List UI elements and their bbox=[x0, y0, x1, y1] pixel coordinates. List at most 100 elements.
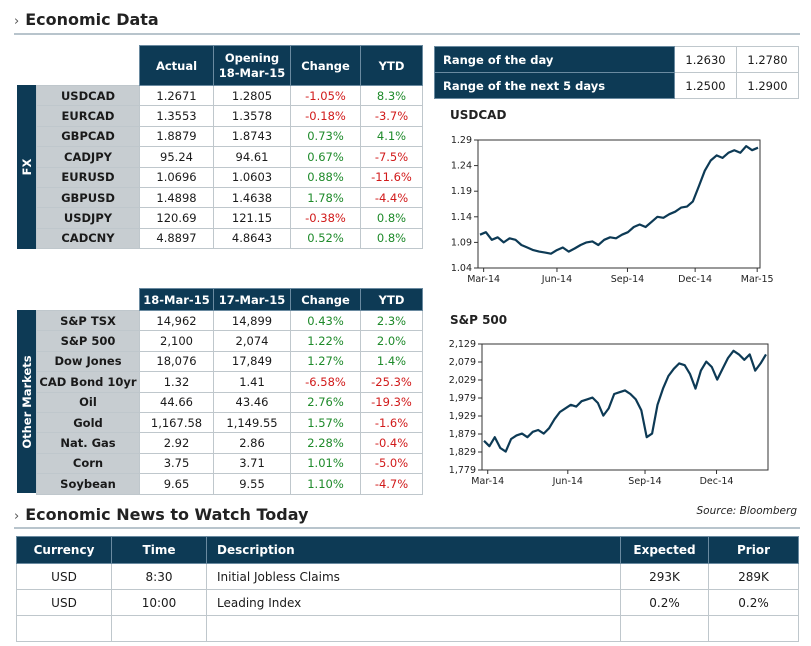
economic-news-heading: Economic News to Watch Today bbox=[25, 505, 309, 524]
news-description: Initial Jobless Claims bbox=[206, 563, 621, 590]
fx-opening: 94.61 bbox=[213, 146, 291, 168]
series-line bbox=[483, 349, 767, 453]
markets-value-17mar: 3.71 bbox=[213, 452, 291, 475]
fx-header-actual: Actual bbox=[139, 45, 214, 86]
markets-row: Gold 1,167.58 1,149.55 1.57% -1.6% bbox=[36, 411, 423, 434]
news-row: USD 10:00 Leading Index 0.2% 0.2% bbox=[16, 589, 799, 616]
fx-side-label: FX bbox=[17, 85, 36, 249]
markets-change: 1.22% bbox=[290, 330, 361, 352]
markets-header-d2: 17-Mar-15 bbox=[213, 288, 291, 311]
fx-row: CADCNY 4.8897 4.8643 0.52% 0.8% bbox=[36, 227, 423, 250]
x-tick-label: Jun-14 bbox=[541, 274, 572, 285]
fx-actual: 1.3553 bbox=[139, 105, 214, 127]
markets-value-17mar: 2.86 bbox=[213, 432, 291, 454]
markets-market-label: S&P TSX bbox=[36, 309, 140, 332]
fx-header-opening: Opening 18-Mar-15 bbox=[213, 45, 291, 86]
news-expected: 293K bbox=[620, 563, 709, 590]
fx-row: GBPUSD 1.4898 1.4638 1.78% -4.4% bbox=[36, 186, 423, 209]
markets-value-18mar: 44.66 bbox=[139, 391, 214, 413]
fx-opening: 1.8743 bbox=[213, 125, 291, 148]
fx-actual: 4.8897 bbox=[139, 227, 214, 250]
markets-value-17mar: 17,849 bbox=[213, 350, 291, 373]
x-tick-label: Mar-15 bbox=[741, 274, 774, 285]
markets-change: 0.43% bbox=[290, 309, 361, 332]
markets-market-label: CAD Bond 10yr bbox=[36, 371, 140, 393]
markets-change: 1.57% bbox=[290, 411, 361, 434]
sp500-chart: 1,779 1,829 1,879 1,929 1,979 2,029 2,079 2,129… bbox=[440, 334, 780, 500]
news-expected bbox=[620, 615, 709, 642]
y-tick-label: 1.09 bbox=[451, 237, 472, 248]
fx-ytd: 8.3% bbox=[360, 84, 423, 107]
y-tick-label: 1,779 bbox=[449, 465, 476, 476]
y-tick-label: 2,029 bbox=[449, 375, 476, 386]
markets-value-18mar: 1,167.58 bbox=[139, 411, 214, 434]
x-tick-label: Jun-14 bbox=[552, 476, 583, 487]
fx-pair-label: EURCAD bbox=[36, 105, 140, 127]
markets-value-17mar: 9.55 bbox=[213, 473, 291, 495]
markets-change: 1.27% bbox=[290, 350, 361, 373]
markets-market-label: S&P 500 bbox=[36, 330, 140, 352]
markets-change: 2.76% bbox=[290, 391, 361, 413]
fx-pair-label: USDCAD bbox=[36, 84, 140, 107]
y-tick-label: 1.14 bbox=[451, 212, 472, 223]
fx-ytd: -11.6% bbox=[360, 166, 423, 188]
fx-pair-label: GBPUSD bbox=[36, 186, 140, 209]
markets-market-label: Dow Jones bbox=[36, 350, 140, 373]
markets-change: 1.10% bbox=[290, 473, 361, 495]
x-tick-label: Sep-14 bbox=[628, 476, 661, 487]
chart-frame bbox=[477, 139, 761, 269]
markets-header-change: Change bbox=[290, 288, 361, 311]
markets-value-18mar: 14,962 bbox=[139, 309, 214, 332]
fx-actual: 1.0696 bbox=[139, 166, 214, 188]
fx-opening: 1.2805 bbox=[213, 84, 291, 107]
markets-header-ytd: YTD bbox=[360, 288, 423, 311]
news-row bbox=[16, 615, 799, 642]
fx-change: -0.38% bbox=[290, 207, 361, 229]
y-tick-label: 1,829 bbox=[449, 447, 476, 458]
fx-row: CADJPY 95.24 94.61 0.67% -7.5% bbox=[36, 146, 423, 168]
fx-change: -1.05% bbox=[290, 84, 361, 107]
fx-header-change: Change bbox=[290, 45, 361, 86]
fx-pair-label: USDJPY bbox=[36, 207, 140, 229]
range-day-low: 1.2630 bbox=[674, 46, 737, 73]
news-header-time: Time bbox=[111, 536, 207, 564]
fx-ytd: 4.1% bbox=[360, 125, 423, 148]
markets-ytd: 2.3% bbox=[360, 309, 423, 332]
news-currency: USD bbox=[16, 589, 112, 616]
usdcad-chart: 1.04 1.09 1.14 1.19 1.24 1.29 Mar-14 Jun-14 Sep-… bbox=[440, 128, 780, 298]
markets-value-18mar: 2,100 bbox=[139, 330, 214, 352]
fx-header-blank bbox=[36, 45, 140, 86]
range-5days-label: Range of the next 5 days bbox=[434, 72, 675, 99]
markets-value-17mar: 2,074 bbox=[213, 330, 291, 352]
fx-change: 0.73% bbox=[290, 125, 361, 148]
range-row-day: Range of the day 1.2630 1.2780 bbox=[434, 46, 799, 73]
news-expected: 0.2% bbox=[620, 589, 709, 616]
fx-change: 0.52% bbox=[290, 227, 361, 250]
y-tick-label: 1.24 bbox=[451, 161, 472, 172]
fx-ytd: 0.8% bbox=[360, 207, 423, 229]
fx-row: GBPCAD 1.8879 1.8743 0.73% 4.1% bbox=[36, 125, 423, 148]
markets-ytd: -4.7% bbox=[360, 473, 423, 495]
fx-opening: 4.8643 bbox=[213, 227, 291, 250]
chevron-right-icon: › bbox=[14, 14, 20, 29]
markets-value-17mar: 1.41 bbox=[213, 371, 291, 393]
markets-side-label: Other Markets bbox=[17, 310, 36, 493]
range-5days-high: 1.2900 bbox=[736, 72, 799, 99]
fx-row: EURUSD 1.0696 1.0603 0.88% -11.6% bbox=[36, 166, 423, 188]
y-tick-label: 1.29 bbox=[451, 135, 472, 146]
markets-ytd: -5.0% bbox=[360, 452, 423, 475]
news-currency bbox=[16, 615, 112, 642]
x-tick-label: Dec-14 bbox=[678, 274, 712, 285]
news-header-expected: Expected bbox=[620, 536, 709, 564]
news-description bbox=[206, 615, 621, 642]
markets-value-17mar: 14,899 bbox=[213, 309, 291, 332]
fx-opening: 1.4638 bbox=[213, 186, 291, 209]
markets-market-label: Oil bbox=[36, 391, 140, 413]
fx-opening: 121.15 bbox=[213, 207, 291, 229]
fx-change: 1.78% bbox=[290, 186, 361, 209]
markets-ytd: -1.6% bbox=[360, 411, 423, 434]
fx-table: Actual Opening 18-Mar-15 Change YTD USDCA… bbox=[36, 45, 423, 250]
fx-pair-label: GBPCAD bbox=[36, 125, 140, 148]
range-5days-low: 1.2500 bbox=[674, 72, 737, 99]
fx-actual: 1.2671 bbox=[139, 84, 214, 107]
